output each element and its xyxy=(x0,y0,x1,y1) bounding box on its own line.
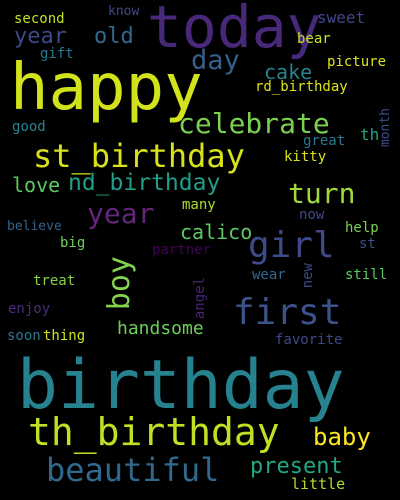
word-happy: happy xyxy=(10,51,203,125)
word-many: many xyxy=(182,197,216,213)
word-thing: thing xyxy=(43,328,86,344)
word-big: big xyxy=(60,235,86,251)
word-kitty: kitty xyxy=(284,149,327,165)
word-great: great xyxy=(303,133,346,149)
word-love: love xyxy=(12,173,61,197)
word-year: year xyxy=(87,197,155,230)
word-bear: bear xyxy=(297,31,331,47)
word-day: day xyxy=(191,45,240,76)
word-picture: picture xyxy=(327,54,387,70)
word-handsome: handsome xyxy=(117,318,204,339)
word-beautiful: beautiful xyxy=(46,451,220,489)
word-st: st xyxy=(359,236,376,252)
word-baby: baby xyxy=(313,423,371,451)
word-good: good xyxy=(12,119,46,135)
word-present: present xyxy=(250,454,343,479)
word-th: th xyxy=(360,125,380,144)
word-turn: turn xyxy=(288,177,356,210)
word-today: today xyxy=(147,0,322,61)
word-girl: girl xyxy=(248,225,335,266)
word-still: still xyxy=(345,267,388,283)
word-little: little xyxy=(291,475,346,493)
word-gift: gift xyxy=(40,46,74,62)
word-calico: calico xyxy=(180,220,253,244)
word-believe: believe xyxy=(7,219,62,234)
word-know: know xyxy=(108,4,140,19)
word-rd-birthday: rd_birthday xyxy=(255,79,348,95)
word-birthday: birthday xyxy=(17,346,345,425)
word-boy: boy xyxy=(102,256,137,311)
word-year: year xyxy=(14,24,67,49)
word-first: first xyxy=(233,292,342,333)
word-help: help xyxy=(345,220,379,236)
word-st-birthday: st_birthday xyxy=(33,137,245,175)
word-now: now xyxy=(299,207,325,223)
word-th-birthday: th_birthday xyxy=(28,410,280,454)
word-new: new xyxy=(300,263,316,289)
word-sweet: sweet xyxy=(317,8,366,27)
word-partner: partner xyxy=(152,242,212,258)
word-treat: treat xyxy=(33,273,76,289)
word-wear: wear xyxy=(252,267,286,283)
word-old: old xyxy=(94,24,134,49)
word-month: month xyxy=(378,108,393,148)
word-soon: soon xyxy=(7,328,41,344)
word-cake: cake xyxy=(264,60,313,84)
word-celebrate: celebrate xyxy=(178,107,330,140)
word-nd-birthday: nd_birthday xyxy=(68,170,221,196)
word-second: second xyxy=(14,11,65,27)
word-angel: angel xyxy=(192,277,208,320)
word-enjoy: enjoy xyxy=(8,301,51,317)
word-favorite: favorite xyxy=(275,332,343,348)
